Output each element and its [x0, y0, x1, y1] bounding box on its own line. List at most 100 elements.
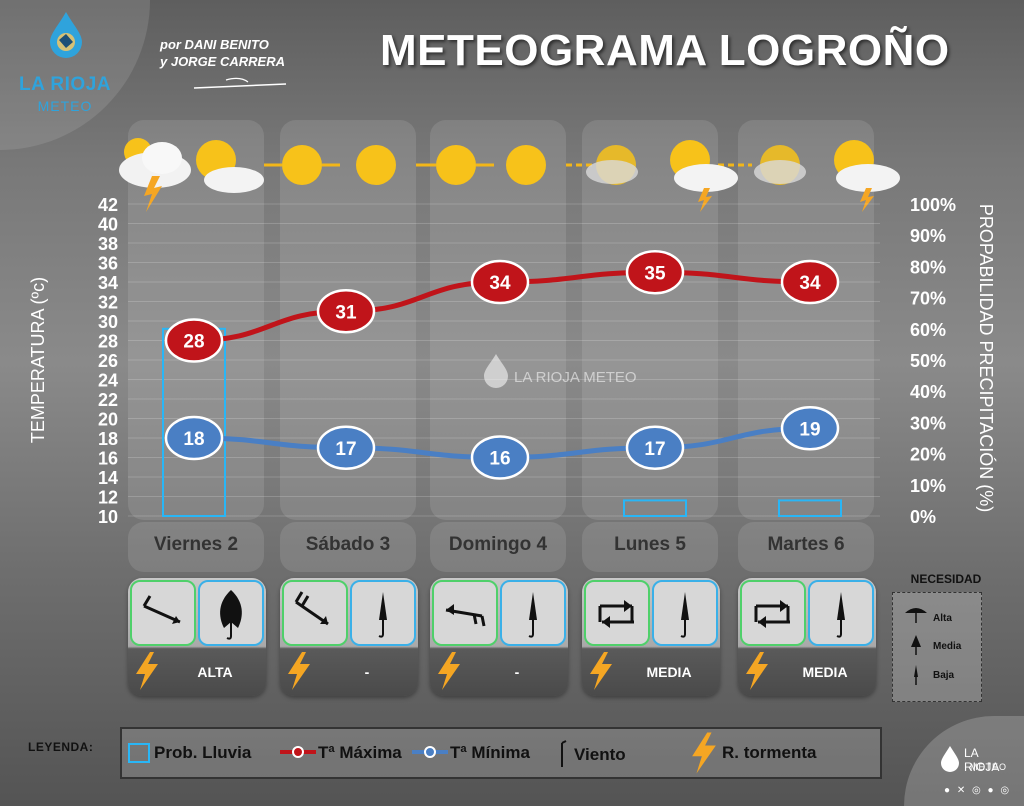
y-tick-label-right: 40%: [910, 382, 946, 402]
page-title: METEOGRAMA LOGROÑO: [380, 26, 950, 75]
variable-wind-icon: [754, 600, 790, 628]
sun-storm-icon: [834, 140, 900, 212]
facebook-icon[interactable]: ●: [944, 785, 953, 796]
umbrella-closed-icon: [680, 592, 689, 638]
umbrella-need: MEDIA: [802, 664, 848, 680]
legend-tmin: Tª Mínima: [450, 743, 530, 762]
umbrella-closed-icon: [914, 665, 918, 685]
y-tick-label-right: 10%: [910, 476, 946, 496]
day-card: MEDIA: [738, 578, 876, 696]
legend-rain: Prob. Lluvia: [154, 743, 252, 762]
sun-cloud-icon: [196, 140, 264, 193]
day-label: Sábado 3: [305, 534, 391, 555]
data-point: [470, 435, 530, 480]
umbrella-closed-icon: [836, 592, 845, 638]
data-label: 28: [183, 332, 204, 353]
footer-brand-subtext: METEO: [970, 762, 1008, 772]
necesidad-legend: Alta Media Baja: [892, 592, 982, 702]
necesidad-item: Media: [933, 641, 962, 652]
data-point: [470, 259, 530, 305]
social-icons: ● ✕ ◎ ● ◎: [944, 785, 1011, 796]
logo-text: LA RIOJA: [19, 74, 111, 95]
umbrella-open-icon: [905, 608, 927, 623]
necesidad-title: NECESIDAD: [910, 572, 982, 586]
y-axis-label-right: PROPABILIDAD PRECIPITACIÓN (%): [976, 204, 997, 512]
sun-storm-icon: [670, 140, 738, 212]
day-card: -: [430, 578, 568, 696]
day-card: ALTA: [128, 578, 266, 696]
sun-icon: [282, 145, 322, 185]
data-label: 19: [799, 419, 820, 440]
data-label: 18: [183, 429, 204, 450]
y-tick-label: 18: [98, 429, 118, 449]
y-tick-label: 28: [98, 332, 118, 352]
day-column: [738, 522, 874, 572]
y-tick-label-right: 50%: [910, 351, 946, 371]
storm-risk-icon: [692, 732, 716, 774]
watermark: LA RIOJA METEO: [484, 354, 637, 388]
y-tick-label: 38: [98, 234, 118, 254]
author-line: por DANI BENITO: [160, 37, 269, 52]
storm-risk-icon: [590, 652, 612, 690]
y-axis-label: TEMPERATURA (ºc): [28, 277, 48, 443]
data-point: [625, 250, 685, 295]
y-tick-label: 34: [98, 273, 118, 293]
legend: Prob. Lluvia Tª Máxima Tª Mínima Viento …: [120, 727, 882, 779]
rain-bar: [778, 499, 842, 517]
sun-icon: [506, 145, 546, 185]
y-tick-label-right: 0%: [910, 507, 936, 527]
x-icon[interactable]: ✕: [956, 785, 968, 796]
data-label: 34: [799, 273, 821, 294]
y-tick-label-right: 90%: [910, 226, 946, 246]
variable-wind-icon: [598, 600, 634, 628]
sun-icon: [436, 145, 476, 185]
umbrella-open-icon: [220, 590, 242, 640]
day-label: Martes 6: [767, 534, 845, 555]
wind-panel: [282, 580, 348, 646]
y-tick-label: 30: [98, 312, 118, 332]
y-tick-label: 24: [98, 371, 118, 391]
instagram-icon[interactable]: ◎: [972, 785, 983, 796]
data-point: [316, 425, 376, 470]
data-label: 17: [335, 439, 356, 460]
data-point: [164, 415, 224, 461]
day-card: -: [280, 578, 418, 696]
umbrella-need: MEDIA: [646, 664, 692, 680]
umbrella-panel: [808, 580, 874, 646]
umbrella-panel: [350, 580, 416, 646]
wind-panel: [584, 580, 650, 646]
telegram-icon[interactable]: ●: [987, 785, 996, 796]
umbrella-panel: [500, 580, 566, 646]
rain-bar: [623, 499, 687, 517]
y-tick-label: 20: [98, 410, 118, 430]
day-label: Domingo 4: [448, 534, 548, 555]
day-column: [280, 522, 416, 572]
y-tick-label: 16: [98, 449, 118, 469]
data-label: 17: [644, 439, 665, 460]
y-tick-label-right: 80%: [910, 257, 946, 277]
umbrella-need: -: [514, 664, 520, 680]
legend-wind: Viento: [574, 745, 626, 764]
legend-tmax: Tª Máxima: [318, 743, 402, 762]
rain-swatch: [128, 743, 150, 763]
wind-icon: [561, 740, 567, 767]
day-label: Lunes 5: [614, 534, 686, 555]
umbrella-half-icon: [911, 635, 921, 655]
day-column: [430, 522, 566, 572]
umbrella-need: -: [364, 664, 370, 680]
y-tick-label: 36: [98, 254, 118, 274]
footer-brand-text: LA RIOJA: [964, 746, 1000, 774]
data-label: 16: [489, 449, 510, 470]
y-tick-label: 12: [98, 488, 118, 508]
whatsapp-icon[interactable]: ◎: [1000, 785, 1012, 796]
legend-storm: R. tormenta: [722, 743, 817, 762]
necesidad-item: Baja: [933, 670, 955, 681]
legend-title: LEYENDA:: [28, 740, 94, 754]
y-tick-label-right: 100%: [910, 195, 956, 215]
storm-risk-icon: [746, 652, 768, 690]
logo-subtext: METEO: [37, 98, 93, 114]
tmax-swatch: [280, 746, 316, 758]
data-point: [780, 406, 840, 451]
wind-panel: [740, 580, 806, 646]
